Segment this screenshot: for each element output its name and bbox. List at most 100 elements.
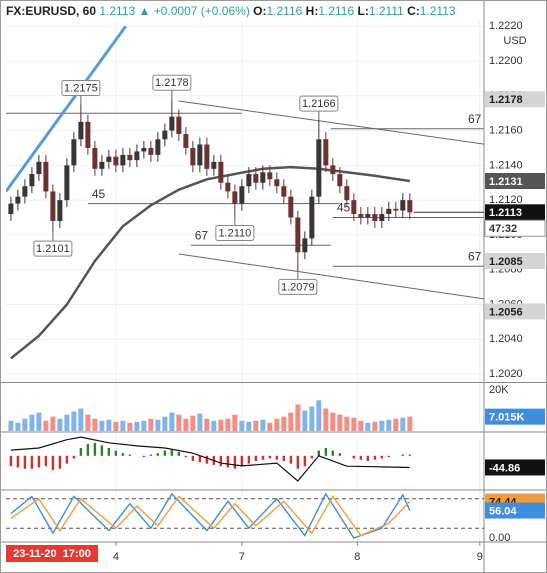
candle-body — [246, 174, 252, 187]
macd-histogram-bar — [30, 455, 34, 469]
volume-bar — [365, 422, 371, 431]
y-tick-label: 1.2120 — [489, 194, 523, 206]
macd-histogram-bar — [205, 455, 209, 464]
candle-body — [253, 174, 259, 183]
moving-average — [6, 25, 127, 193]
volume-bar — [400, 417, 406, 431]
macd-histogram-bar — [198, 455, 202, 463]
trend-line — [178, 253, 484, 300]
macd-histogram-bar — [254, 455, 258, 461]
volume-bar — [218, 419, 224, 431]
volume-bar — [267, 422, 273, 431]
line-label: 67 — [195, 229, 209, 243]
price-tag — [485, 253, 545, 269]
price-tag-label: 1.2085 — [489, 256, 523, 268]
annotation-box — [61, 79, 101, 96]
price-tag — [485, 408, 545, 425]
macd-histogram-bar — [324, 448, 328, 456]
candle-body — [393, 208, 399, 211]
macd-histogram-bar — [219, 455, 223, 467]
ohlc-label: L: — [357, 4, 369, 18]
macd-histogram-bar — [282, 455, 286, 461]
macd-histogram-bar — [191, 455, 195, 461]
volume-bar — [309, 406, 315, 431]
price-tag — [485, 502, 545, 519]
volume-bar — [183, 418, 189, 431]
volume-bar — [162, 416, 168, 431]
candle-body — [64, 165, 70, 201]
volume-bar — [15, 422, 21, 431]
stochastic-line — [10, 495, 411, 537]
macd-histogram-bar — [261, 455, 265, 460]
volume-bar — [36, 412, 42, 431]
volume-bar — [225, 418, 231, 431]
annotation-label: 1.2178 — [155, 77, 189, 89]
candle-body — [386, 208, 392, 215]
ohlc-value: 1.2116 — [266, 4, 303, 18]
macd-histogram-bar — [366, 455, 370, 461]
volume-bar — [176, 414, 182, 431]
macd-histogram-bar — [9, 455, 13, 467]
candle-body — [232, 191, 238, 204]
macd-histogram-bar — [177, 451, 181, 456]
macd-histogram-bar — [107, 448, 111, 456]
date-tag — [6, 545, 98, 562]
ohlc-label: C: — [407, 4, 420, 18]
macd-histogram-bar — [338, 453, 342, 456]
price-tag-label: 56.04 — [489, 505, 517, 517]
macd-histogram-bar — [373, 455, 377, 460]
line-label: 67 — [468, 249, 482, 263]
price-tag — [485, 204, 545, 221]
macd-histogram-bar — [58, 455, 62, 469]
macd-histogram-bar — [331, 450, 335, 456]
currency-label: USD — [503, 35, 526, 47]
candle-body — [323, 139, 329, 166]
annotation-label: 1.2166 — [302, 98, 336, 110]
volume-bar — [197, 413, 203, 431]
annotation-box — [215, 225, 255, 242]
macd-histogram-bar — [408, 454, 412, 456]
volume-bar — [43, 420, 49, 431]
macd-histogram-bar — [240, 455, 244, 467]
candle-body — [78, 121, 84, 140]
volume-bar — [50, 416, 56, 431]
volume-bar — [281, 416, 287, 431]
candle-body — [113, 156, 119, 166]
volume-bar — [8, 420, 14, 431]
macd-histogram-bar — [93, 442, 97, 456]
macd-histogram-bar — [387, 455, 391, 458]
volume-bar — [288, 412, 294, 431]
candle-body — [43, 161, 49, 192]
candle-body — [120, 154, 126, 166]
candle-body — [309, 196, 315, 239]
candle-body — [400, 200, 406, 211]
price-tag-label: 1.2178 — [489, 94, 523, 106]
y-tick-label: 1.2020 — [489, 368, 523, 380]
ohlc-value: 1.2116 — [318, 4, 355, 18]
volume-bar — [92, 418, 98, 431]
candle-body — [281, 186, 287, 197]
candle-body — [351, 200, 357, 215]
volume-bar — [302, 410, 308, 431]
candle-body — [267, 172, 273, 180]
volume-bar — [316, 400, 322, 431]
candle-body — [302, 238, 308, 253]
moving-average — [10, 165, 410, 360]
legend-header: FX:EURUSD, 60 1.2113 ▲ +0.0007 (+0.06%) … — [6, 4, 456, 18]
price-tag — [485, 459, 545, 476]
volume-bar — [190, 415, 196, 431]
volume-bar — [57, 418, 63, 431]
annotation-label: 1.2110 — [218, 227, 251, 239]
price-tag-label: 1.2056 — [489, 306, 523, 318]
macd-histogram-bar — [163, 450, 167, 456]
volume-bar — [323, 408, 329, 431]
y-tick-label: 0.00 — [489, 532, 510, 544]
volume-bar — [295, 404, 301, 431]
price-pane: 45 67 67 67 45 1.2175 1.2178 1.2166 1.2101 1.2110… — [6, 25, 484, 360]
macd-histogram-bar — [317, 450, 321, 456]
candle-body — [57, 200, 63, 221]
volume-bar — [330, 412, 336, 431]
macd-histogram-bar — [233, 455, 237, 469]
macd-histogram-bar — [268, 455, 272, 459]
